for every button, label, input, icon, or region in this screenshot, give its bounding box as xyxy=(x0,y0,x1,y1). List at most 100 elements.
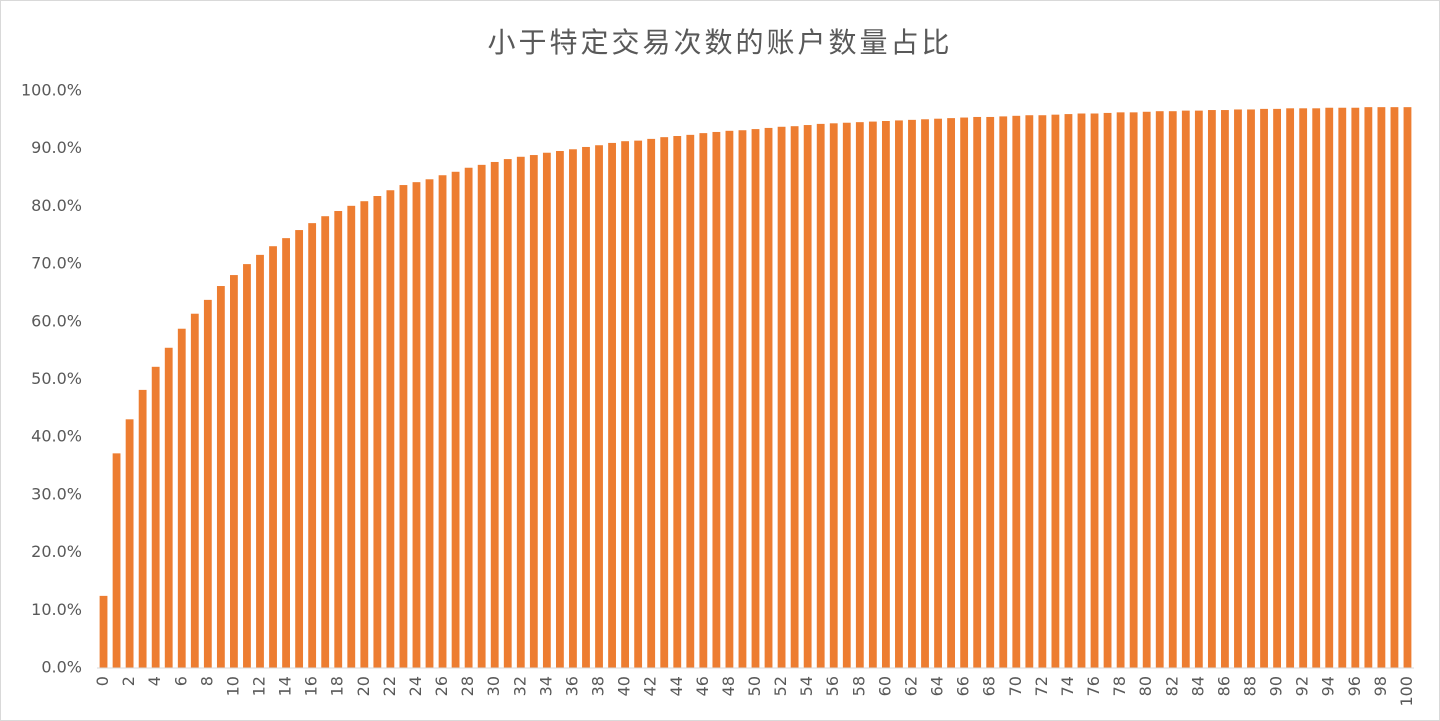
y-tick-label: 20.0% xyxy=(31,542,82,561)
bar xyxy=(725,130,734,669)
x-tick-label: 96 xyxy=(1345,676,1364,696)
bar xyxy=(99,595,108,668)
x-tick-label: 100 xyxy=(1397,676,1416,707)
bar xyxy=(908,119,916,669)
bar xyxy=(751,129,760,668)
bar xyxy=(569,149,577,669)
bar xyxy=(216,286,225,668)
x-tick-label: 2 xyxy=(119,676,138,686)
bar xyxy=(764,127,773,669)
y-tick-label: 60.0% xyxy=(31,311,82,330)
bar xyxy=(1142,111,1151,669)
chart-title: 小于特定交易次数的账户数量占比 xyxy=(487,26,952,59)
bar xyxy=(555,151,564,668)
bar xyxy=(634,140,643,668)
y-tick-label: 80.0% xyxy=(31,196,82,215)
bar xyxy=(373,196,382,668)
bar xyxy=(1338,107,1347,668)
bar xyxy=(282,238,290,668)
bar xyxy=(1168,111,1177,668)
bar xyxy=(308,223,317,668)
bar xyxy=(816,123,825,669)
bar xyxy=(738,130,747,669)
bar xyxy=(360,201,369,668)
bar xyxy=(660,137,669,668)
bar xyxy=(1207,110,1216,668)
x-tick-label: 88 xyxy=(1241,676,1260,696)
bar xyxy=(203,299,212,668)
bar xyxy=(803,125,812,669)
bar xyxy=(1194,110,1203,669)
bar xyxy=(986,116,995,669)
bar xyxy=(1260,108,1268,668)
x-tick-label: 22 xyxy=(380,676,399,696)
bar xyxy=(334,211,343,669)
bar xyxy=(947,118,956,668)
y-tick-label: 0.0% xyxy=(41,658,82,677)
x-tick-label: 90 xyxy=(1267,676,1286,696)
bar xyxy=(868,121,877,669)
bar xyxy=(1116,112,1125,668)
x-tick-label: 82 xyxy=(1162,676,1181,696)
x-tick-label: 66 xyxy=(954,676,973,696)
x-tick-label: 26 xyxy=(432,676,451,696)
x-tick-label: 48 xyxy=(719,676,738,696)
bar xyxy=(125,419,134,668)
y-tick-label: 70.0% xyxy=(31,254,82,273)
bar xyxy=(973,116,982,669)
bar xyxy=(190,313,199,668)
x-tick-label: 18 xyxy=(328,676,347,696)
x-tick-label: 64 xyxy=(928,676,947,696)
x-tick-label: 78 xyxy=(1110,676,1129,696)
bar xyxy=(934,118,942,669)
bar xyxy=(1155,111,1164,668)
bar xyxy=(686,134,695,669)
bar xyxy=(582,146,590,668)
bar xyxy=(1090,113,1099,669)
bar xyxy=(1325,107,1334,668)
bar xyxy=(777,126,786,669)
x-tick-label: 54 xyxy=(797,676,816,696)
bar xyxy=(151,366,160,668)
x-tick-label: 24 xyxy=(406,676,425,696)
bar xyxy=(1247,109,1255,669)
x-tick-label: 38 xyxy=(589,676,608,696)
bar xyxy=(503,159,512,668)
x-tick-label: 58 xyxy=(849,676,868,696)
bar xyxy=(855,122,864,668)
y-tick-label: 30.0% xyxy=(31,484,82,503)
bar xyxy=(1077,113,1086,669)
bar xyxy=(425,179,434,668)
y-tick-label: 100.0% xyxy=(21,81,82,100)
bar xyxy=(464,167,473,668)
bar xyxy=(529,155,538,668)
bar xyxy=(595,145,603,668)
x-tick-label: 20 xyxy=(354,676,373,696)
bar xyxy=(1286,108,1295,668)
x-tick-label: 74 xyxy=(1058,676,1077,696)
bar xyxy=(1377,107,1386,668)
bar xyxy=(256,254,264,669)
x-tick-label: 4 xyxy=(145,676,164,686)
bar xyxy=(647,138,656,669)
x-tick-label: 52 xyxy=(771,676,790,696)
x-tick-label: 44 xyxy=(667,676,686,696)
x-tick-label: 28 xyxy=(458,676,477,696)
bar xyxy=(1038,115,1047,668)
bar xyxy=(999,116,1008,668)
bar xyxy=(621,141,630,669)
x-tick-label: 94 xyxy=(1319,676,1338,696)
y-tick-label: 40.0% xyxy=(31,427,82,446)
bar xyxy=(177,328,186,668)
bar xyxy=(269,246,277,668)
x-tick-label: 12 xyxy=(249,676,268,696)
bar xyxy=(1403,107,1412,668)
bar xyxy=(1129,112,1138,668)
bar xyxy=(1103,112,1112,668)
x-tick-label: 36 xyxy=(562,676,581,696)
bar xyxy=(1273,108,1281,668)
bar xyxy=(1181,110,1190,669)
x-tick-label: 84 xyxy=(1188,676,1207,696)
